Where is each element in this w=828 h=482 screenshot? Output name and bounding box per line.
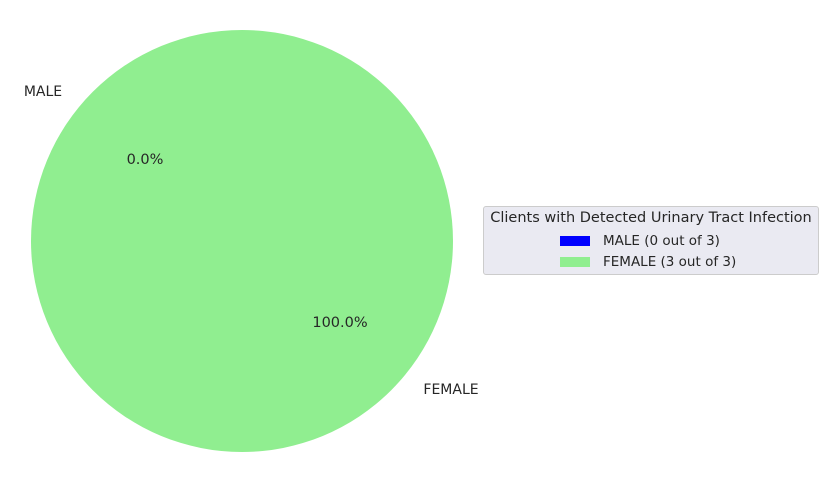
legend-swatch-male <box>560 236 590 246</box>
legend-label-female: FEMALE (3 out of 3) <box>603 254 737 270</box>
pie-slice-female <box>31 30 453 452</box>
legend-label-male: MALE (0 out of 3) <box>603 233 720 249</box>
slice-percent-label-female: 100.0% <box>312 315 367 331</box>
legend-item-female: FEMALE (3 out of 3) <box>560 253 736 271</box>
slice-percent-label-male: 0.0% <box>127 152 164 168</box>
pie-slices <box>31 30 453 452</box>
legend-title: Clients with Detected Urinary Tract Infe… <box>490 210 812 226</box>
slice-category-label-male: MALE <box>24 84 62 100</box>
slice-category-label-female: FEMALE <box>423 382 478 398</box>
legend-swatch-female <box>560 257 590 267</box>
legend-item-male: MALE (0 out of 3) <box>560 232 720 250</box>
chart-legend: Clients with Detected Urinary Tract Infe… <box>483 206 819 275</box>
